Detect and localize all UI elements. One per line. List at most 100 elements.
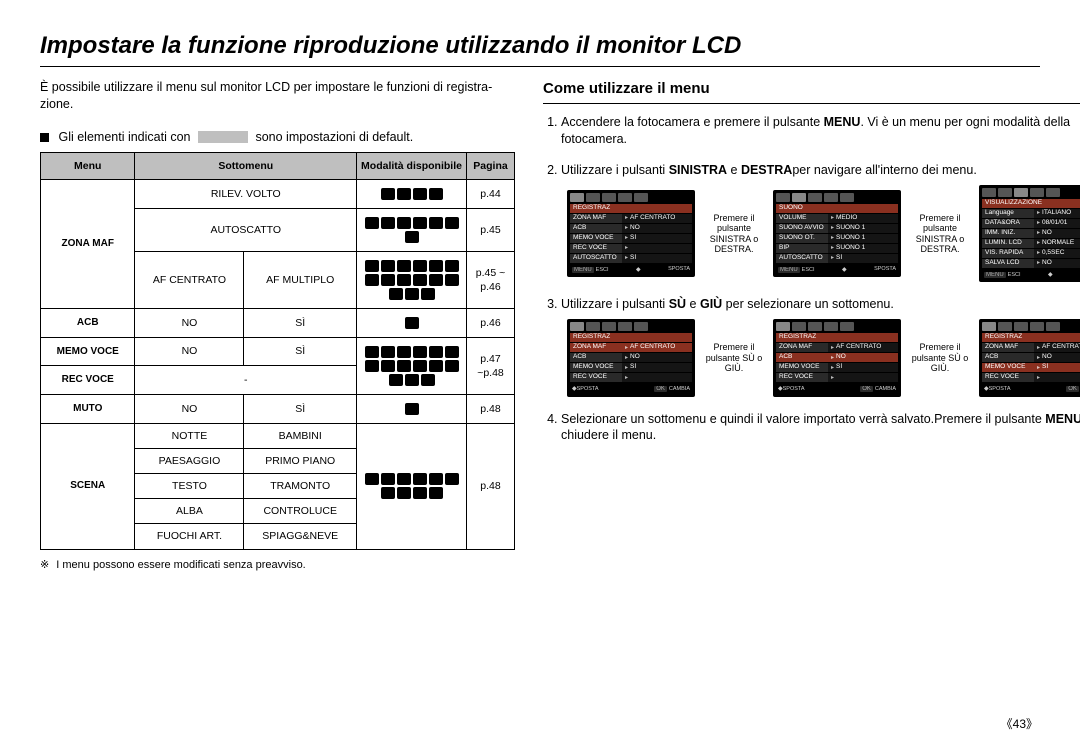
page-number: 《43》 — [1001, 715, 1038, 732]
row-scena: SCENA — [41, 423, 135, 549]
step3-t2: e — [686, 297, 700, 311]
page-acb: p.46 — [467, 308, 515, 337]
mode-icon — [397, 473, 411, 485]
mode-icon — [405, 374, 419, 386]
mode-icon — [413, 346, 427, 358]
icons-muto — [357, 394, 467, 423]
mode-icon — [429, 217, 443, 229]
mode-icon — [413, 360, 427, 372]
row-rec: REC VOCE — [41, 366, 135, 395]
step2-t2: e — [727, 163, 741, 177]
mode-icon — [405, 288, 419, 300]
mode-icon — [397, 487, 411, 499]
mode-icon — [381, 260, 395, 272]
mode-icon — [405, 231, 419, 243]
page-af: p.45 ~ p.46 — [467, 251, 515, 308]
page-scena: p.48 — [467, 423, 515, 549]
cell-scena-11: PRIMO PIANO — [244, 448, 357, 473]
mode-icon — [445, 260, 459, 272]
mode-icon — [429, 487, 443, 499]
mode-icon — [445, 473, 459, 485]
caption-lr-2: Premere il pulsante SINISTRA o DESTRA. — [909, 213, 971, 254]
square-bullet-icon — [40, 133, 49, 142]
mode-icon — [429, 188, 443, 200]
icons-autoscatto — [357, 208, 467, 251]
step2-sinistra: SINISTRA — [669, 163, 727, 177]
reference-mark-icon: ※ — [40, 559, 49, 571]
th-menu: Menu — [41, 152, 135, 179]
footnote: ※ I menu possono essere modificati senza… — [40, 558, 515, 573]
mode-icon — [429, 274, 443, 286]
screens-row-1: REGISTRAZZONA MAF▸AF CENTRATOACB▸NOMEMO … — [567, 185, 1080, 282]
cell-autoscatto: AUTOSCATTO — [135, 208, 357, 251]
step4-t1: Selezionare un sottomenu e quindi il val… — [561, 412, 1045, 426]
mode-icon — [405, 403, 419, 415]
left-column: È possibile utilizzare il menu sul monit… — [40, 79, 515, 573]
cell-scena-31: CONTROLUCE — [244, 499, 357, 524]
mode-icon — [413, 473, 427, 485]
mode-icon — [381, 217, 395, 229]
cell-scena-40: FUOCHI ART. — [135, 524, 244, 549]
step3-t1: Utilizzare i pulsanti — [561, 297, 669, 311]
mode-icon — [365, 346, 379, 358]
icons-rilevvolto — [357, 179, 467, 208]
mode-icon — [397, 260, 411, 272]
page-rilevvolto: p.44 — [467, 179, 515, 208]
mode-icon — [429, 260, 443, 272]
mode-icon — [405, 317, 419, 329]
right-column: Come utilizzare il menu Accendere la fot… — [543, 79, 1080, 573]
cell-scena-00: NOTTE — [135, 423, 244, 448]
mode-icon — [429, 473, 443, 485]
step3-giu: GIÙ — [700, 297, 722, 311]
sub-rule — [543, 103, 1080, 104]
step3-t3: per selezionare un sottomenu. — [722, 297, 894, 311]
icons-af — [357, 251, 467, 308]
icons-voce — [357, 337, 467, 394]
row-memo: MEMO VOCE — [41, 337, 135, 366]
th-sottomenu: Sottomenu — [135, 152, 357, 179]
cell-muto-no: NO — [135, 394, 244, 423]
cell-rec-dash: - — [135, 366, 357, 395]
screens-row-2: REGISTRAZZONA MAF▸AF CENTRATOACB▸NOMEMO … — [567, 319, 1080, 396]
default-highlight-icon — [198, 131, 248, 143]
cell-acb-si: SÌ — [244, 308, 357, 337]
cell-muto-si: SÌ — [244, 394, 357, 423]
cell-memo-no: NO — [135, 337, 244, 366]
mode-icon — [365, 360, 379, 372]
row-muto: MUTO — [41, 394, 135, 423]
step-3: Utilizzare i pulsanti SÙ e GIÙ per selez… — [561, 296, 1080, 396]
mode-icon — [445, 217, 459, 229]
cell-afmultiplo: AF MULTIPLO — [244, 251, 357, 308]
step-4: Selezionare un sottomenu e quindi il val… — [561, 411, 1080, 445]
menu-table: Menu Sottomenu Modalità disponibile Pagi… — [40, 152, 515, 550]
mode-icon — [397, 188, 411, 200]
th-modalita: Modalità disponibile — [357, 152, 467, 179]
mode-icon — [397, 217, 411, 229]
lcd-screen-visual: VISUALIZZAZIONELanguage▸ITALIANODATA&ORA… — [979, 185, 1080, 282]
mode-icon — [365, 473, 379, 485]
mode-icon — [421, 374, 435, 386]
step2-destra: DESTRA — [741, 163, 792, 177]
mode-icon — [413, 217, 427, 229]
mode-icon — [397, 346, 411, 358]
mode-icon — [381, 188, 395, 200]
icons-acb — [357, 308, 467, 337]
lcd-screen-registraz: REGISTRAZZONA MAF▸AF CENTRATOACB▸NOMEMO … — [567, 190, 695, 277]
mode-icon — [389, 288, 403, 300]
step-2: Utilizzare i pulsanti SINISTRA e DESTRAp… — [561, 162, 1080, 282]
cell-scena-01: BAMBINI — [244, 423, 357, 448]
lcd-screen-sub2: REGISTRAZZONA MAF▸AF CENTRATOACB▸NOMEMO … — [773, 319, 901, 396]
cell-memo-si: SÌ — [244, 337, 357, 366]
step1-t1: Accendere la fotocamera e premere il pul… — [561, 115, 824, 129]
step4-menu: MENU — [1045, 412, 1080, 426]
mode-icon — [381, 360, 395, 372]
caption-ud-1: Premere il pulsante SÙ o GIÙ. — [703, 342, 765, 373]
mode-icon — [421, 288, 435, 300]
page-muto: p.48 — [467, 394, 515, 423]
cell-scena-21: TRAMONTO — [244, 474, 357, 499]
step1-menu: MENU — [824, 115, 861, 129]
step3-su: SÙ — [669, 297, 686, 311]
mode-icon — [381, 487, 395, 499]
mode-icon — [413, 188, 427, 200]
lcd-screen-sub1: REGISTRAZZONA MAF▸AF CENTRATOACB▸NOMEMO … — [567, 319, 695, 396]
